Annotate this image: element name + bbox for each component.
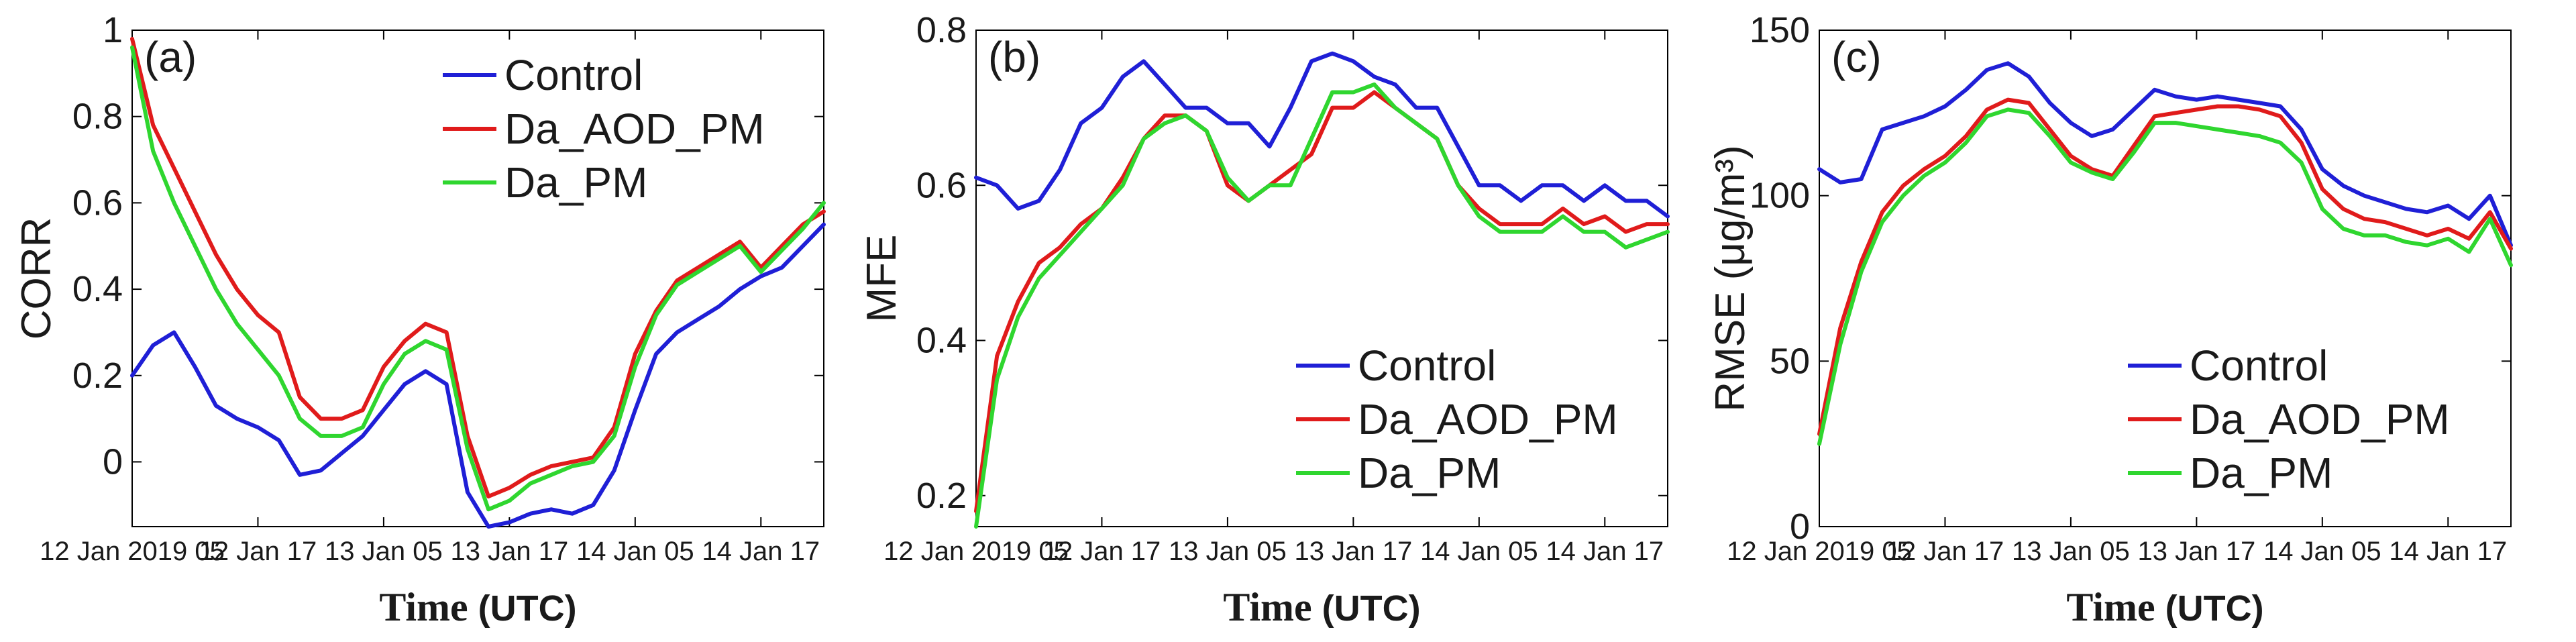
y-tick-label: 0.2 — [72, 356, 123, 396]
legend-label: Control — [504, 51, 643, 99]
x-tick-label: 14 Jan 17 — [1546, 537, 1664, 566]
y-tick-label: 0.8 — [916, 10, 967, 50]
legend: Control Da_AOD_PM Da_PM — [443, 51, 765, 207]
x-tick-label: 13 Jan 05 — [1169, 537, 1287, 566]
x-tick-label: 14 Jan 17 — [2389, 537, 2507, 566]
x-tick-label: 14 Jan 05 — [1420, 537, 1538, 566]
y-tick-label: 150 — [1750, 10, 1810, 50]
legend-label: Control — [1358, 341, 1496, 390]
x-tick-label: 12 Jan 17 — [1043, 537, 1161, 566]
series-line-control — [974, 51, 1670, 219]
y-tick-label: 1 — [103, 10, 123, 50]
y-tick-label: 0.6 — [916, 165, 967, 205]
legend-label: Control — [2190, 341, 2328, 390]
y-tick-label: 50 — [1770, 341, 1810, 381]
y-axis-label: RMSE (μg/m³) — [1707, 145, 1754, 411]
y-tick-label: 0.4 — [72, 269, 123, 309]
y-tick-label: 0.2 — [916, 476, 967, 516]
legend: Control Da_AOD_PM Da_PM — [2128, 341, 2450, 497]
series-line-da-aod-pm — [974, 90, 1670, 513]
y-tick-label: 100 — [1750, 176, 1810, 216]
x-tick-label: 14 Jan 17 — [702, 537, 820, 566]
series-line-control — [1817, 61, 2513, 248]
series-line-da-pm — [130, 45, 826, 512]
x-tick-label: 13 Jan 05 — [2012, 537, 2130, 566]
x-tick-label: 13 Jan 17 — [1295, 537, 1413, 566]
x-tick-label: 12 Jan 2019 05 — [883, 537, 1069, 566]
legend: Control Da_AOD_PM Da_PM — [1296, 341, 1618, 497]
series-line-control — [130, 222, 826, 529]
x-axis-label: Time (UTC) — [1223, 585, 1420, 629]
series-line-da-pm — [974, 82, 1670, 529]
x-tick-label: 14 Jan 05 — [576, 537, 694, 566]
y-tick-label: 0.4 — [916, 321, 967, 361]
legend-label: Da_PM — [1358, 449, 1501, 497]
panel-label: (c) — [1831, 33, 1882, 81]
legend-label: Da_AOD_PM — [1358, 395, 1618, 443]
panel-label: (b) — [988, 33, 1040, 81]
x-tick-label: 13 Jan 17 — [451, 537, 569, 566]
y-tick-label: 0 — [1790, 506, 1810, 547]
plot-area — [131, 30, 824, 527]
x-tick-label: 13 Jan 17 — [2138, 537, 2256, 566]
x-tick-label: 14 Jan 05 — [2263, 537, 2381, 566]
series-line-da-pm — [1817, 107, 2513, 446]
y-tick-label: 0.8 — [72, 97, 123, 137]
x-axis-label: Time (UTC) — [379, 585, 576, 629]
legend-label: Da_AOD_PM — [504, 105, 765, 153]
legend-label: Da_PM — [504, 158, 647, 207]
series-line-da-aod-pm — [130, 36, 826, 498]
y-axis-label: MFE — [859, 235, 905, 323]
series-line-da-aod-pm — [1817, 97, 2513, 436]
x-tick-label: 12 Jan 17 — [199, 537, 317, 566]
x-axis-label: Time (UTC) — [2066, 585, 2263, 629]
x-tick-label: 13 Jan 05 — [325, 537, 443, 566]
x-tick-label: 12 Jan 2019 05 — [40, 537, 225, 566]
y-axis-label: CORR — [13, 217, 60, 340]
legend-label: Da_PM — [2190, 449, 2332, 497]
plot-area — [1819, 30, 2512, 527]
plot-area — [975, 30, 1668, 527]
x-tick-label: 12 Jan 17 — [1886, 537, 2004, 566]
x-tick-label: 12 Jan 2019 05 — [1727, 537, 1912, 566]
y-tick-label: 0 — [103, 441, 123, 482]
legend-label: Da_AOD_PM — [2190, 395, 2450, 443]
panel-label: (a) — [144, 33, 197, 81]
y-tick-label: 0.6 — [72, 182, 123, 223]
